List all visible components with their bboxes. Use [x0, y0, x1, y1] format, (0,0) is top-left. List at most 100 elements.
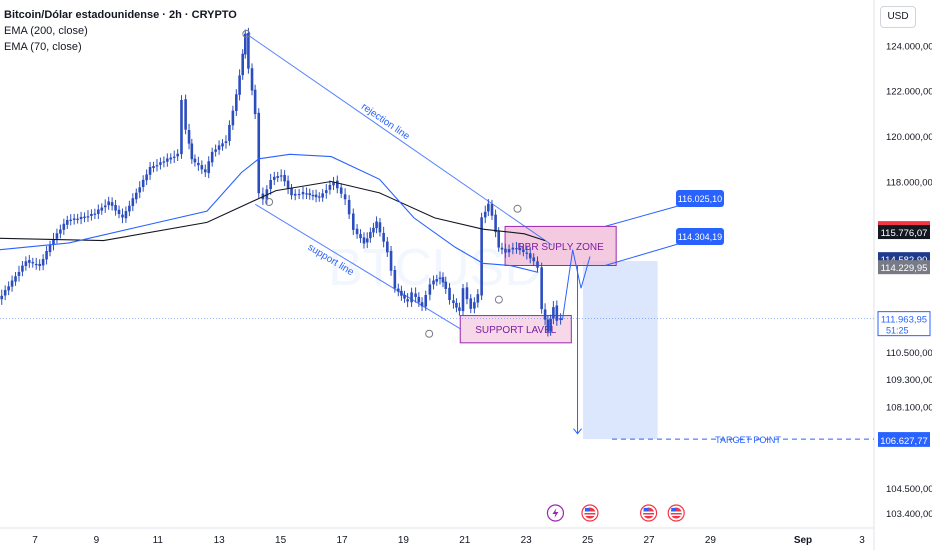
candle-body: [525, 252, 529, 254]
candle-body: [522, 249, 525, 253]
x-tick-label: 7: [32, 535, 38, 546]
y-tick-label: 120.000,00: [886, 132, 932, 143]
support-line[interactable]: [255, 203, 462, 330]
candle-body: [28, 260, 31, 263]
candle-body: [332, 181, 335, 186]
candle-body: [365, 238, 369, 243]
candle-body: [500, 247, 504, 250]
rejection-line[interactable]: [246, 33, 553, 246]
candle-body: [515, 248, 518, 250]
candle-body: [432, 280, 435, 285]
candle-body: [438, 277, 442, 279]
candle-body: [172, 156, 176, 158]
candle-body: [52, 239, 55, 245]
candle-body: [90, 213, 93, 216]
us-flag-event-icon[interactable]: [639, 504, 658, 522]
candle-body: [184, 99, 187, 130]
candle-body: [155, 165, 159, 167]
symbol-title[interactable]: Bitcoin/Dólar estadounidense · 2h · CRYP…: [4, 9, 237, 21]
candle-body: [169, 157, 173, 160]
candle-body: [362, 237, 366, 244]
candle-body: [290, 188, 293, 196]
candle-body: [203, 169, 207, 173]
projected-path[interactable]: [561, 249, 591, 321]
supply-zone[interactable]: RBR SUPLY ZONE: [504, 225, 617, 266]
candle-body: [382, 232, 385, 242]
candle-body: [238, 75, 241, 95]
support-zone[interactable]: SUPPORT LAVEL: [459, 315, 572, 344]
lightning-glyph: [552, 508, 559, 518]
candle-body: [117, 209, 121, 215]
candle-body: [286, 180, 290, 189]
x-tick-label: 17: [336, 535, 348, 546]
price-tag-box: [877, 311, 931, 337]
candle-body: [321, 193, 324, 198]
lightning-event-icon[interactable]: [546, 504, 565, 522]
candle-body: [93, 213, 97, 215]
candle-body: [397, 288, 400, 292]
chart-legend: Bitcoin/Dólar estadounidense · 2h · CRYP…: [4, 7, 237, 55]
flag-stripe: [643, 514, 654, 516]
candle-body: [69, 219, 73, 221]
candle-body: [217, 145, 221, 150]
candle-body: [507, 249, 511, 253]
ema200-line[interactable]: [0, 180, 546, 242]
x-tick-label: 21: [459, 535, 471, 546]
candle-body: [339, 187, 343, 194]
flag-stripe: [643, 511, 655, 513]
candle-body: [359, 234, 362, 239]
candle-body: [375, 221, 378, 229]
zone-price-callout[interactable]: 116.025,10: [604, 190, 724, 227]
us-flag-event-icon[interactable]: [581, 504, 599, 522]
candle-body: [131, 198, 135, 207]
candle-body: [444, 281, 448, 289]
candle-body: [386, 241, 389, 253]
candle-body: [190, 143, 194, 160]
candle-body: [176, 153, 179, 157]
projection-area: [583, 261, 658, 440]
price-tag-text: 115.776,07: [881, 228, 928, 239]
candle-body: [45, 251, 48, 260]
ema70-legend[interactable]: EMA (70, close): [4, 41, 82, 53]
candle-body: [469, 298, 473, 309]
zone-price-callout[interactable]: 114.304,19: [604, 228, 724, 266]
candle-body: [187, 129, 191, 144]
price-tag[interactable]: 114.229,95: [878, 260, 930, 275]
ema70-line[interactable]: [0, 153, 539, 273]
price-tag[interactable]: 115.776,07: [878, 225, 930, 240]
flag-stripe: [584, 514, 595, 516]
candle-body: [166, 158, 169, 162]
candle-body: [138, 187, 142, 193]
x-tick-label: 19: [398, 535, 410, 546]
candle-body: [435, 279, 439, 282]
ema200-legend[interactable]: EMA (200, close): [4, 25, 88, 37]
candle-body: [257, 112, 261, 194]
candle-body: [324, 190, 328, 194]
candle-body: [228, 124, 231, 142]
candle-body: [34, 264, 38, 266]
callout-leader: [604, 205, 679, 227]
support-zone-box[interactable]: [459, 315, 572, 344]
pivot-marker: [265, 197, 274, 206]
candle-body: [546, 319, 550, 332]
candle-body: [24, 261, 28, 266]
candle-body: [335, 180, 339, 189]
candle-body: [193, 158, 197, 163]
candle-body: [38, 263, 41, 266]
candle-body: [152, 166, 155, 169]
candle-body: [424, 294, 428, 307]
candle-body: [448, 287, 451, 301]
price-tag[interactable]: 106.627,77: [878, 432, 930, 447]
candle-body: [10, 280, 14, 287]
candle-body: [559, 318, 562, 320]
candle-body: [241, 53, 245, 76]
candle-body: [148, 166, 152, 175]
candle-body: [552, 307, 555, 319]
us-flag-event-icon[interactable]: [667, 504, 685, 522]
candle-body: [97, 209, 100, 214]
candle-body: [76, 218, 79, 220]
currency-button[interactable]: USD: [880, 6, 916, 28]
pivot-marker: [425, 329, 434, 338]
